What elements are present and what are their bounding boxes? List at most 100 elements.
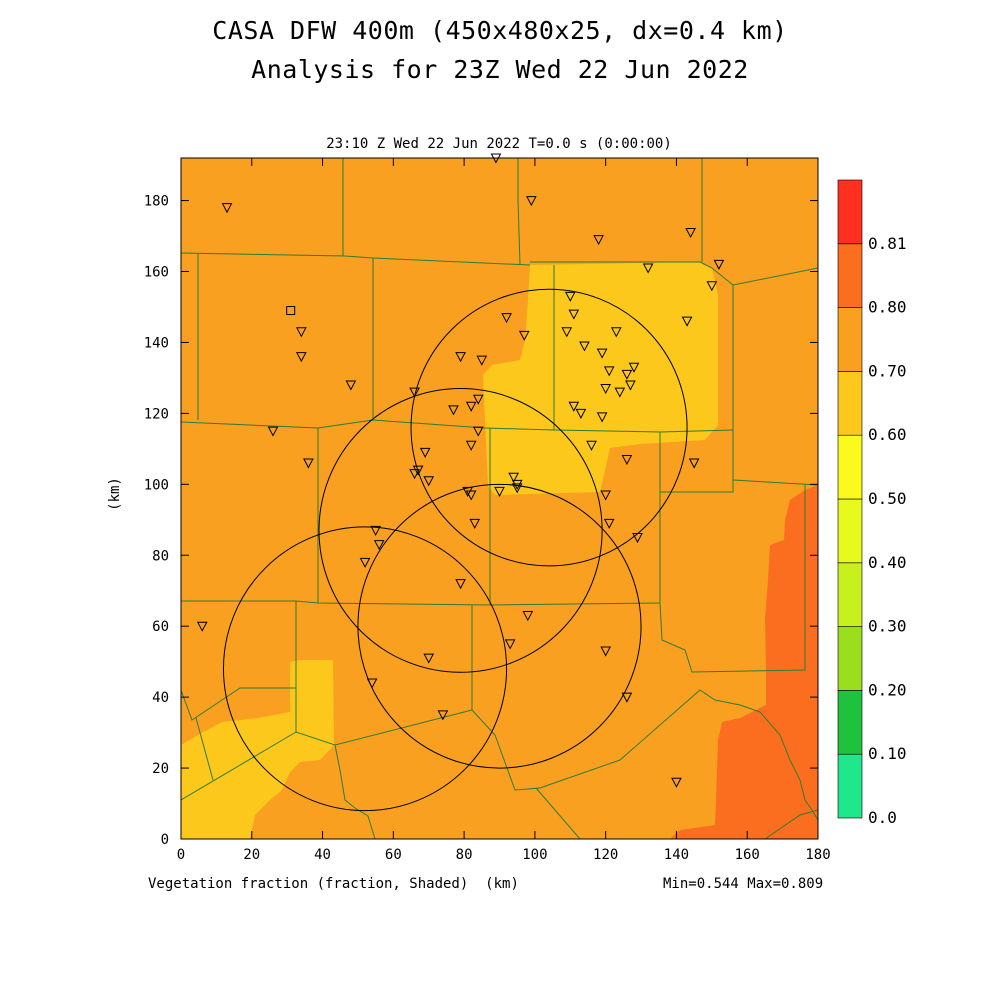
station-marker bbox=[586, 440, 597, 451]
station-marker bbox=[423, 476, 435, 487]
x-tick-label: 140 bbox=[664, 847, 689, 863]
station-marker bbox=[472, 426, 484, 437]
vegetation-field bbox=[181, 158, 818, 839]
station-marker bbox=[603, 366, 615, 377]
station-marker bbox=[603, 518, 615, 529]
station-marker bbox=[621, 692, 633, 703]
station-marker bbox=[610, 327, 622, 338]
station-marker bbox=[504, 639, 516, 650]
station-marker bbox=[575, 408, 587, 419]
plot-frame bbox=[180, 157, 819, 840]
colorbar-label: 0.40 bbox=[868, 553, 907, 572]
y-tick-label: 40 bbox=[152, 690, 169, 706]
colorbar-segment bbox=[837, 498, 863, 564]
y-tick-label: 0 bbox=[161, 832, 169, 848]
field-label: Vegetation fraction (fraction, Shaded) bbox=[148, 876, 469, 892]
station-marker bbox=[642, 263, 654, 274]
station-marker bbox=[359, 557, 371, 568]
county-boundaries bbox=[181, 158, 818, 839]
colorbar-label: 0.81 bbox=[868, 234, 907, 253]
x-axis-unit-label: (km) bbox=[485, 876, 519, 892]
station-marker bbox=[409, 469, 420, 480]
x-tick-label: 60 bbox=[385, 847, 402, 863]
station-marker bbox=[596, 348, 608, 359]
station-marker bbox=[455, 352, 466, 363]
station-marker bbox=[568, 401, 580, 412]
colorbar-segment bbox=[837, 179, 863, 245]
station-marker bbox=[561, 327, 573, 338]
range-ring bbox=[222, 526, 508, 812]
min-max-readout: Min=0.544 Max=0.809 bbox=[663, 876, 824, 892]
station-marker bbox=[579, 341, 590, 352]
y-tick-label: 20 bbox=[152, 761, 169, 777]
station-marker bbox=[373, 540, 385, 551]
station-marker bbox=[621, 369, 633, 380]
range-ring bbox=[318, 388, 603, 673]
range-ring bbox=[410, 288, 688, 567]
x-tick-label: 40 bbox=[314, 847, 331, 863]
title-line-1: CASA DFW 400m (450x480x25, dx=0.4 km) bbox=[212, 16, 788, 45]
station-marker bbox=[713, 259, 725, 270]
station-marker bbox=[465, 490, 477, 501]
station-marker bbox=[632, 533, 643, 544]
station-marker bbox=[671, 777, 682, 788]
station-marker bbox=[501, 313, 512, 324]
x-tick-label: 20 bbox=[243, 847, 260, 863]
station-marker bbox=[596, 412, 608, 423]
station-marker bbox=[412, 465, 424, 476]
station-marker bbox=[600, 490, 611, 501]
y-tick-label: 180 bbox=[144, 194, 169, 210]
field-low-north bbox=[483, 262, 718, 495]
station-marker bbox=[472, 394, 484, 405]
plot-subtitle: 23:10 Z Wed 22 Jun 2022 T=0.0 s (0:00:00… bbox=[326, 136, 672, 152]
radar-range-rings bbox=[222, 288, 688, 812]
colorbar-segment bbox=[837, 690, 863, 755]
station-marker bbox=[688, 458, 700, 469]
colorbar-label: 0.50 bbox=[868, 489, 907, 508]
station-marker bbox=[600, 646, 611, 657]
y-tick-label: 140 bbox=[144, 335, 169, 351]
observation-stations bbox=[196, 153, 725, 788]
station-marker bbox=[409, 387, 420, 398]
station-marker bbox=[196, 621, 208, 632]
colorbar-segment bbox=[837, 562, 863, 627]
station-marker bbox=[522, 611, 534, 622]
x-tick-label: 0 bbox=[177, 847, 185, 863]
station-marker bbox=[419, 447, 431, 458]
station-marker bbox=[295, 327, 307, 338]
colorbar-segment bbox=[837, 753, 863, 819]
station-marker bbox=[706, 281, 718, 292]
x-tick-label: 160 bbox=[735, 847, 760, 863]
station-marker bbox=[465, 401, 477, 412]
station-marker bbox=[221, 203, 233, 214]
station-marker bbox=[455, 579, 466, 590]
colorbar-segment bbox=[837, 626, 863, 691]
station-marker bbox=[508, 472, 519, 483]
range-ring bbox=[357, 483, 642, 769]
station-marker bbox=[614, 387, 626, 398]
station-marker bbox=[511, 483, 523, 494]
colorbar-label: 0.80 bbox=[868, 298, 907, 317]
y-axis-unit-label: (km) bbox=[106, 477, 123, 511]
colorbar: 0.0 0.10 0.20 0.30 0.40 0.50 0.60 0.70 0.80 0.81 bbox=[837, 179, 907, 827]
y-tick-label: 60 bbox=[152, 619, 169, 635]
station-marker bbox=[681, 316, 693, 327]
station-marker bbox=[476, 355, 488, 366]
station-marker bbox=[465, 440, 477, 451]
colorbar-label: 0.10 bbox=[868, 744, 907, 763]
y-tick-label: 80 bbox=[152, 548, 169, 564]
station-marker bbox=[526, 196, 537, 207]
station-marker bbox=[295, 352, 307, 363]
y-tick-label: 120 bbox=[144, 406, 169, 422]
station-marker bbox=[621, 454, 633, 466]
station-marker bbox=[568, 309, 580, 320]
station-marker bbox=[366, 678, 378, 689]
station-marker bbox=[518, 330, 530, 341]
station-marker bbox=[370, 525, 381, 536]
station-marker bbox=[462, 486, 473, 497]
station-marker bbox=[448, 405, 459, 416]
title-line-2: Analysis for 23Z Wed 22 Jun 2022 bbox=[251, 55, 749, 84]
station-marker bbox=[345, 380, 357, 391]
station-marker bbox=[600, 384, 611, 395]
